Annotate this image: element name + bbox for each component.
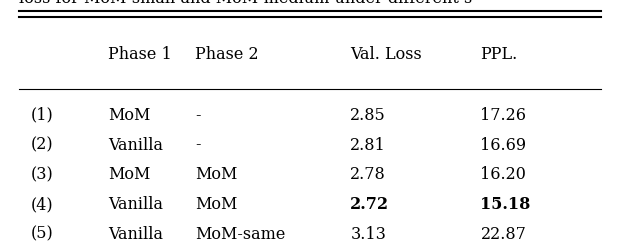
- Text: Val. Loss: Val. Loss: [350, 46, 422, 63]
- Text: (1): (1): [31, 107, 54, 124]
- Text: MoM-same: MoM-same: [195, 226, 286, 243]
- Text: PPL.: PPL.: [480, 46, 518, 63]
- Text: (3): (3): [31, 166, 54, 183]
- Text: (5): (5): [31, 226, 54, 243]
- Text: 22.87: 22.87: [480, 226, 526, 243]
- Text: MoM: MoM: [108, 166, 151, 183]
- Text: 2.85: 2.85: [350, 107, 386, 124]
- Text: (2): (2): [31, 137, 53, 154]
- Text: MoM: MoM: [108, 107, 151, 124]
- Text: (4): (4): [31, 196, 53, 213]
- Text: 3.13: 3.13: [350, 226, 386, 243]
- Text: 2.81: 2.81: [350, 137, 386, 154]
- Text: MoM: MoM: [195, 196, 237, 213]
- Text: loss for MoM-small and MoM-medium under different s: loss for MoM-small and MoM-medium under …: [19, 0, 472, 7]
- Text: Phase 2: Phase 2: [195, 46, 259, 63]
- Text: Vanilla: Vanilla: [108, 226, 164, 243]
- Text: -: -: [195, 137, 201, 154]
- Text: 16.20: 16.20: [480, 166, 526, 183]
- Text: 17.26: 17.26: [480, 107, 526, 124]
- Text: 2.78: 2.78: [350, 166, 386, 183]
- Text: 2.72: 2.72: [350, 196, 389, 213]
- Text: Vanilla: Vanilla: [108, 196, 164, 213]
- Text: Vanilla: Vanilla: [108, 137, 164, 154]
- Text: -: -: [195, 107, 201, 124]
- Text: MoM: MoM: [195, 166, 237, 183]
- Text: Phase 1: Phase 1: [108, 46, 172, 63]
- Text: 15.18: 15.18: [480, 196, 531, 213]
- Text: 16.69: 16.69: [480, 137, 526, 154]
